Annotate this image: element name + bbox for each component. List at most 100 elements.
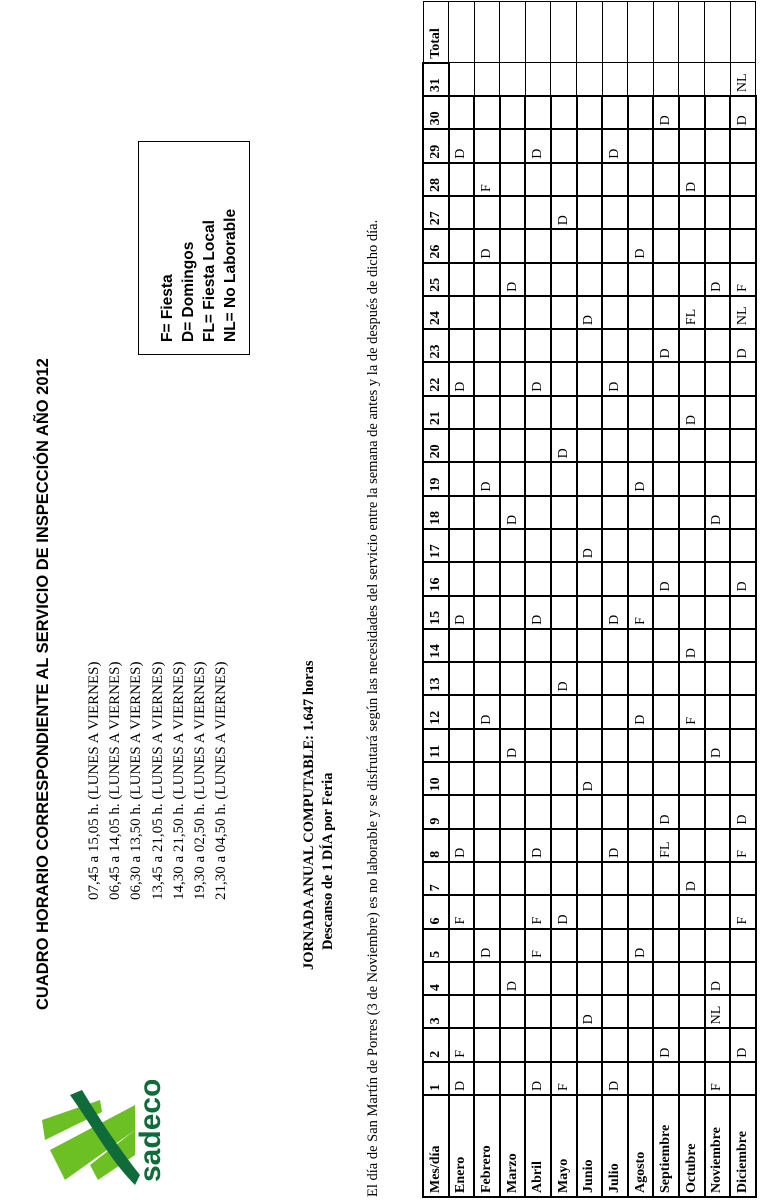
day-cell bbox=[627, 395, 654, 430]
day-cell bbox=[576, 695, 603, 729]
day-cell bbox=[550, 362, 577, 396]
day-cell bbox=[576, 329, 603, 363]
day-cell bbox=[602, 195, 628, 230]
header-day-23: 23 bbox=[423, 329, 449, 363]
header-mes-dia: Mes/día bbox=[423, 1095, 449, 1197]
day-cell bbox=[602, 995, 628, 1029]
schedule-line: 14,30 a 21,50 h. (LUNES A VIERNES) bbox=[170, 661, 187, 900]
day-cell: FL bbox=[678, 295, 705, 330]
day-cell bbox=[678, 995, 705, 1029]
day-cell: F bbox=[627, 595, 654, 629]
day-cell: D bbox=[730, 96, 756, 130]
header-day-1: 1 bbox=[423, 1061, 449, 1095]
day-cell bbox=[499, 96, 526, 130]
svg-text:sadeco: sadeco bbox=[134, 1080, 165, 1182]
day-cell bbox=[525, 462, 551, 496]
header-day-24: 24 bbox=[423, 295, 449, 330]
day-cell bbox=[448, 96, 475, 130]
day-cell bbox=[550, 395, 577, 430]
day-cell bbox=[474, 129, 500, 163]
day-cell bbox=[448, 961, 475, 996]
day-cell: D bbox=[678, 861, 705, 896]
header-day-7: 7 bbox=[423, 861, 449, 896]
header-day-8: 8 bbox=[423, 828, 449, 862]
header-day-30: 30 bbox=[423, 96, 449, 130]
day-cell bbox=[730, 462, 756, 496]
day-cell bbox=[525, 495, 551, 529]
day-cell bbox=[602, 728, 628, 763]
total-cell bbox=[550, 1, 577, 63]
day-cell: D bbox=[474, 229, 500, 263]
day-cell bbox=[550, 562, 577, 596]
day-cell bbox=[704, 628, 731, 663]
day-cell bbox=[730, 628, 756, 663]
day-cell: F bbox=[730, 828, 756, 862]
day-cell bbox=[550, 762, 577, 796]
day-cell bbox=[576, 1061, 603, 1095]
day-cell bbox=[448, 462, 475, 496]
day-cell: F bbox=[730, 895, 756, 929]
day-cell bbox=[576, 129, 603, 163]
day-cell bbox=[627, 1028, 654, 1062]
day-cell bbox=[474, 62, 500, 97]
day-cell bbox=[499, 395, 526, 430]
day-cell bbox=[525, 429, 551, 463]
day-cell bbox=[499, 229, 526, 263]
month-label: Julio bbox=[602, 1095, 628, 1197]
descanso-note: Descanso de 1 DÍA por Feria bbox=[320, 772, 336, 950]
day-cell bbox=[499, 62, 526, 97]
day-cell bbox=[627, 429, 654, 463]
day-cell bbox=[627, 961, 654, 996]
table-row: Mayo F D D D D bbox=[550, 1, 577, 1197]
day-cell bbox=[499, 628, 526, 663]
day-cell bbox=[474, 662, 500, 696]
day-cell bbox=[525, 762, 551, 796]
day-cell bbox=[448, 295, 475, 330]
legend-item: F= Fiesta bbox=[159, 274, 176, 342]
day-cell bbox=[678, 762, 705, 796]
day-cell bbox=[704, 195, 731, 230]
day-cell bbox=[678, 662, 705, 696]
header-day-11: 11 bbox=[423, 728, 449, 763]
san-martin-note: El día de San Martín de Porres (3 de Nov… bbox=[365, 219, 381, 1197]
day-cell bbox=[704, 695, 731, 729]
day-cell bbox=[602, 162, 628, 196]
day-cell bbox=[678, 1028, 705, 1062]
day-cell bbox=[499, 329, 526, 363]
day-cell bbox=[627, 795, 654, 829]
day-cell: NL bbox=[730, 295, 756, 330]
day-cell bbox=[678, 96, 705, 130]
table-row: Septiembre D FL D D D D bbox=[653, 1, 679, 1197]
day-cell bbox=[602, 662, 628, 696]
day-cell bbox=[730, 395, 756, 430]
day-cell bbox=[576, 795, 603, 829]
header-day-18: 18 bbox=[423, 495, 449, 529]
day-cell bbox=[474, 295, 500, 330]
header-day-12: 12 bbox=[423, 695, 449, 729]
header-total: Total bbox=[423, 1, 449, 63]
day-cell bbox=[550, 828, 577, 862]
day-cell: D bbox=[730, 329, 756, 363]
day-cell bbox=[448, 528, 475, 563]
day-cell: D bbox=[627, 462, 654, 496]
day-cell bbox=[576, 628, 603, 663]
day-cell bbox=[653, 62, 679, 97]
schedule-line: 06,30 a 13,50 h. (LUNES A VIERNES) bbox=[128, 661, 145, 900]
month-label: Diciembre bbox=[730, 1095, 756, 1197]
day-cell bbox=[474, 595, 500, 629]
jornada-hours: JORNADA ANUAL COMPUTABLE: 1.647 horas bbox=[301, 660, 317, 970]
day-cell bbox=[576, 895, 603, 929]
day-cell bbox=[499, 1061, 526, 1095]
day-cell bbox=[730, 362, 756, 396]
day-cell bbox=[704, 861, 731, 896]
day-cell bbox=[474, 528, 500, 563]
day-cell bbox=[474, 395, 500, 430]
day-cell bbox=[704, 229, 731, 263]
day-cell bbox=[730, 928, 756, 962]
day-cell bbox=[678, 429, 705, 463]
day-cell bbox=[653, 195, 679, 230]
day-cell bbox=[499, 762, 526, 796]
day-cell bbox=[627, 129, 654, 163]
day-cell bbox=[474, 795, 500, 829]
day-cell bbox=[576, 62, 603, 97]
